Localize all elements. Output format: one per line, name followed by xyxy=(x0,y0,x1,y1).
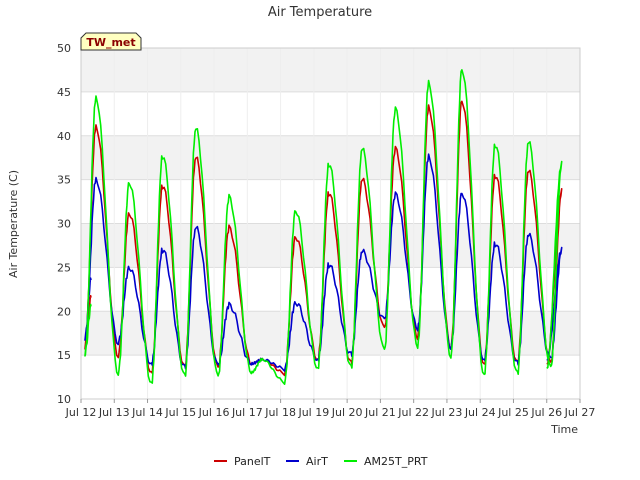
y-axis-label: Air Temperature (C) xyxy=(7,170,20,278)
x-tick-label: Jul 14 xyxy=(131,406,163,419)
plot-band xyxy=(81,267,580,312)
plot-background xyxy=(81,48,580,399)
x-tick-label: Jul 20 xyxy=(331,406,363,419)
plot-band xyxy=(81,91,580,136)
x-tick-label: Jul 26 xyxy=(530,406,562,419)
x-tick-label: Jul 12 xyxy=(65,406,97,419)
legend-label-airt: AirT xyxy=(306,455,328,468)
station-badge: TW_met xyxy=(80,32,142,51)
x-tick-label: Jul 15 xyxy=(164,406,196,419)
y-tick-label: 15 xyxy=(57,349,71,362)
badge-shape xyxy=(80,32,142,51)
plot-band xyxy=(81,48,580,92)
y-tick-label: 10 xyxy=(57,393,71,406)
x-tick-label: Jul 23 xyxy=(431,406,463,419)
y-tick-label: 40 xyxy=(57,130,71,143)
y-tick-label: 20 xyxy=(57,305,71,318)
y-tick-label: 50 xyxy=(57,42,71,55)
y-axis-ticks: 10 15 20 25 30 35 40 45 50 xyxy=(57,42,71,406)
x-tick-label: Jul 19 xyxy=(297,406,329,419)
y-tick-label: 35 xyxy=(57,174,71,187)
legend-label-panelt: PanelT xyxy=(234,455,271,468)
legend: PanelT AirT AM25T_PRT xyxy=(214,455,428,468)
x-tick-label: Jul 21 xyxy=(364,406,396,419)
plot-band xyxy=(81,179,580,224)
plot-band xyxy=(81,135,580,180)
y-tick-label: 30 xyxy=(57,218,71,231)
x-tick-label: Jul 16 xyxy=(198,406,230,419)
y-tick-label: 45 xyxy=(57,86,71,99)
series-line-am25t-prt xyxy=(84,69,563,385)
chart-title: Air Temperature xyxy=(268,5,372,20)
x-tick-label: Jul 27 xyxy=(564,406,596,419)
x-tick-label: Jul 13 xyxy=(98,406,130,419)
x-tick-label: Jul 22 xyxy=(397,406,429,419)
x-tick-label: Jul 17 xyxy=(231,406,263,419)
legend-label-am25t-prt: AM25T_PRT xyxy=(364,455,428,468)
plot-band xyxy=(81,355,580,399)
x-tick-label: Jul 24 xyxy=(464,406,496,419)
plot-frame xyxy=(80,47,581,400)
axes xyxy=(80,47,581,400)
y-tick-label: 25 xyxy=(57,261,71,274)
series-layer xyxy=(84,69,563,385)
x-axis-ticks: Jul 12 Jul 13 Jul 14 Jul 15 Jul 16 Jul 17 Jul … xyxy=(65,399,596,419)
x-axis-label: Time xyxy=(550,423,578,436)
x-tick-label: Jul 25 xyxy=(497,406,529,419)
badge-label: TW_met xyxy=(86,36,135,49)
plot-band xyxy=(81,311,580,356)
x-tick-label: Jul 18 xyxy=(264,406,296,419)
